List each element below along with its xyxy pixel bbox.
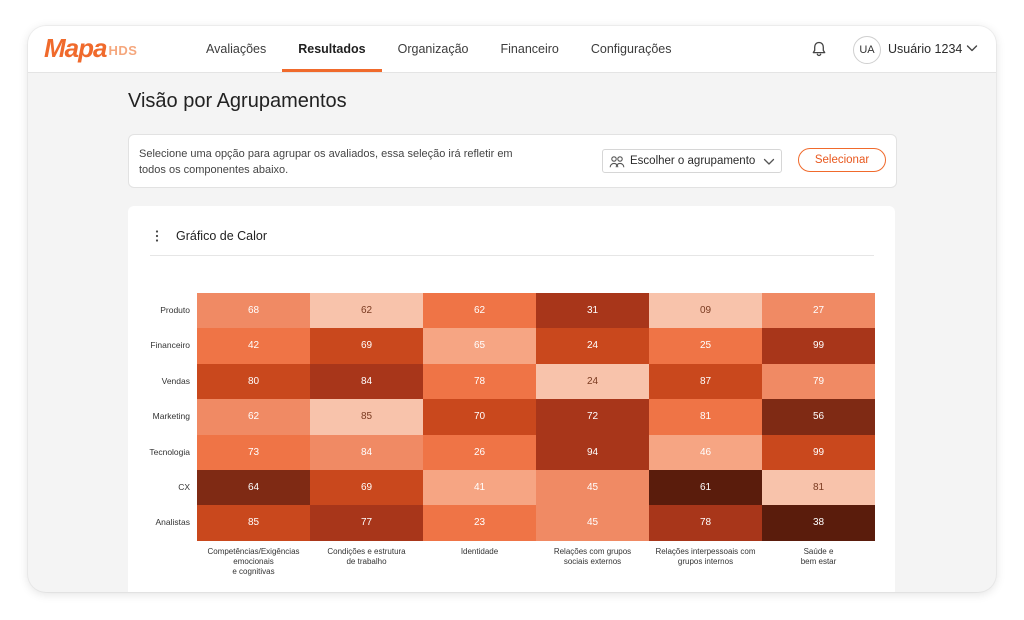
select-button[interactable]: Selecionar <box>798 148 886 172</box>
logo-text: Mapa <box>44 33 107 63</box>
heatmap-row-label: CX <box>178 482 190 492</box>
heatmap-grid: 68 62 62 31 09 27 42 69 65 24 25 99 80 84 78 24 87 79 62 85… <box>197 293 875 541</box>
heatmap-cell[interactable]: 27 <box>762 293 875 329</box>
grouping-description: Selecione uma opção para agrupar os aval… <box>139 148 513 176</box>
top-navigation-bar: Mapa HDS Avaliações Resultados Organizaç… <box>28 26 996 73</box>
heatmap-cell[interactable]: 45 <box>536 505 649 541</box>
heatmap-cell[interactable]: 46 <box>649 434 762 470</box>
kebab-menu-icon[interactable] <box>154 229 160 243</box>
heatmap-column-label: Relações interpessoais com grupos intern… <box>655 546 756 566</box>
heatmap-column-label: Competências/Exigências emocionais e cog… <box>207 546 300 576</box>
grouping-select-label: Escolher o agrupamento <box>630 155 756 167</box>
app-window: Mapa HDS Avaliações Resultados Organizaç… <box>28 26 996 592</box>
heatmap-column-label: Identidade <box>460 546 499 556</box>
heatmap-cell[interactable]: 70 <box>423 399 536 435</box>
page-title: Visão por Agrupamentos <box>128 90 347 112</box>
nav-item-organizacao[interactable]: Organização <box>397 42 469 56</box>
heatmap-cell[interactable]: 69 <box>310 470 423 506</box>
heatmap-cell[interactable]: 09 <box>649 293 762 329</box>
heatmap-cell[interactable]: 99 <box>762 434 875 470</box>
logo[interactable]: Mapa HDS <box>44 34 137 62</box>
user-name[interactable]: Usuário 1234 <box>888 42 963 56</box>
heatmap-cell[interactable]: 78 <box>423 363 536 400</box>
logo-subtext: HDS <box>108 43 138 58</box>
heatmap-cell[interactable]: 77 <box>310 505 423 541</box>
heatmap-cell[interactable]: 69 <box>310 328 423 364</box>
heatmap-cell[interactable]: 87 <box>649 363 762 400</box>
heatmap-cell[interactable]: 78 <box>649 505 762 541</box>
chevron-down-icon[interactable] <box>966 43 978 53</box>
avatar[interactable]: UA <box>853 36 881 64</box>
divider <box>150 255 874 256</box>
chevron-down-icon <box>763 158 775 165</box>
heatmap-cell[interactable]: 25 <box>649 328 762 364</box>
heatmap-cell[interactable]: 23 <box>423 505 536 541</box>
heatmap-cell[interactable]: 65 <box>423 328 536 364</box>
heatmap-cell[interactable]: 73 <box>197 434 310 470</box>
heatmap-cell[interactable]: 84 <box>310 363 423 400</box>
grouping-card: Selecione uma opção para agrupar os aval… <box>128 134 897 188</box>
heatmap-row-label: Tecnologia <box>149 446 190 457</box>
heatmap-row-label: Vendas <box>161 375 190 386</box>
heatmap-cell[interactable]: 42 <box>197 328 310 364</box>
heatmap-cell[interactable]: 24 <box>536 328 649 364</box>
heatmap-row-label: Produto <box>160 305 190 315</box>
heatmap-cell[interactable]: 61 <box>649 470 762 506</box>
main-nav: Avaliações Resultados Organização Financ… <box>190 26 687 72</box>
nav-item-resultados[interactable]: Resultados <box>282 26 383 72</box>
grouping-select[interactable]: Escolher o agrupamento <box>602 149 782 173</box>
heatmap-cell[interactable]: 85 <box>310 399 423 435</box>
heatmap-cell[interactable]: 80 <box>197 363 310 400</box>
heatmap-cell[interactable]: 62 <box>310 293 423 329</box>
nav-item-configuracoes[interactable]: Configurações <box>590 42 672 56</box>
heatmap-column-label: Relações com grupos sociais externos <box>553 546 632 566</box>
heatmap-cell[interactable]: 64 <box>197 470 310 506</box>
heatmap-column-label: Saúde e bem estar <box>800 546 837 566</box>
heatmap-cell[interactable]: 94 <box>536 434 649 470</box>
heatmap-cell[interactable]: 81 <box>762 470 875 506</box>
heatmap-card: Gráfico de Calor Produto Financeiro Vendas… <box>128 206 895 592</box>
heatmap-cell[interactable]: 62 <box>423 293 536 329</box>
heatmap-cell[interactable]: 62 <box>197 399 310 435</box>
heatmap-cell[interactable]: 68 <box>197 293 310 329</box>
heatmap-cell[interactable]: 45 <box>536 470 649 506</box>
heatmap-cell[interactable]: 41 <box>423 470 536 506</box>
heatmap-row-label: Financeiro <box>150 340 190 351</box>
heatmap-cell[interactable]: 79 <box>762 363 875 400</box>
heatmap-cell[interactable]: 99 <box>762 328 875 364</box>
heatmap-title: Gráfico de Calor <box>176 229 268 243</box>
heatmap-cell[interactable]: 56 <box>762 399 875 435</box>
heatmap-cell[interactable]: 85 <box>197 505 310 541</box>
heatmap-row-label: Analistas <box>155 517 191 528</box>
nav-item-avaliacoes[interactable]: Avaliações <box>206 42 267 56</box>
heatmap-cell[interactable]: 72 <box>536 399 649 435</box>
heatmap-cell[interactable]: 81 <box>649 399 762 435</box>
users-icon <box>609 156 625 168</box>
heatmap-cell[interactable]: 24 <box>536 363 649 400</box>
heatmap-row-label: Marketing <box>152 411 190 422</box>
heatmap-cell[interactable]: 26 <box>423 434 536 470</box>
heatmap-cell[interactable]: 38 <box>762 505 875 541</box>
heatmap-cell[interactable]: 84 <box>310 434 423 470</box>
heatmap-column-label: Condições e estrutura de trabalho <box>327 546 406 566</box>
bell-icon[interactable] <box>810 40 828 58</box>
heatmap-cell[interactable]: 31 <box>536 293 649 329</box>
nav-item-financeiro[interactable]: Financeiro <box>500 42 559 56</box>
